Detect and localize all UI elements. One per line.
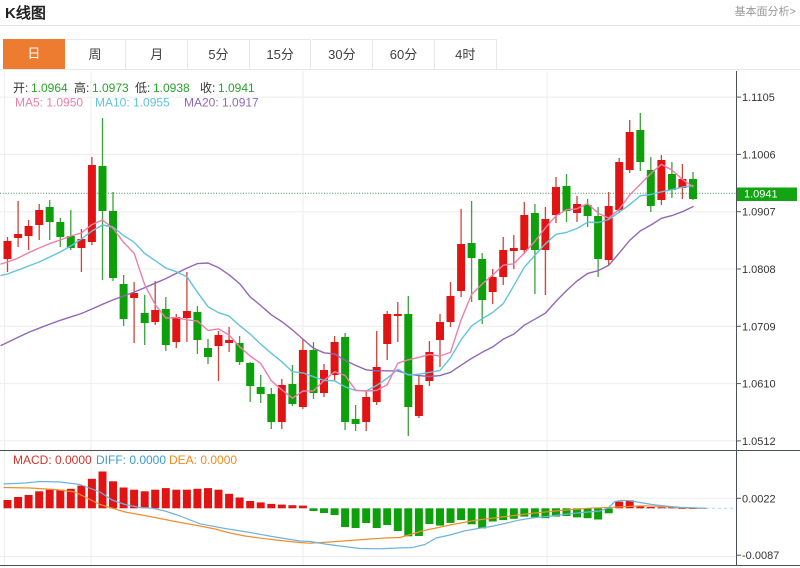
svg-text:1.0964: 1.0964: [31, 81, 68, 95]
svg-text:1.0808: 1.0808: [742, 264, 776, 276]
svg-text:低:: 低:: [135, 81, 150, 95]
svg-text:-0.0087: -0.0087: [742, 550, 779, 562]
svg-text:DIFF: 0.0000: DIFF: 0.0000: [96, 453, 166, 467]
svg-text:1.0941: 1.0941: [744, 189, 778, 201]
svg-text:DEA: 0.0000: DEA: 0.0000: [169, 453, 237, 467]
svg-text:开:: 开:: [13, 81, 28, 95]
svg-text:1.1006: 1.1006: [742, 149, 776, 161]
svg-text:0.0022: 0.0022: [742, 493, 776, 505]
svg-text:1.0907: 1.0907: [742, 207, 776, 219]
svg-text:MA5: 1.0950: MA5: 1.0950: [15, 96, 83, 110]
svg-text:1.0709: 1.0709: [742, 321, 776, 333]
svg-text:收:: 收:: [200, 81, 215, 95]
svg-text:1.0938: 1.0938: [153, 81, 190, 95]
svg-text:1.0512: 1.0512: [742, 436, 776, 448]
svg-text:1.0973: 1.0973: [92, 81, 129, 95]
svg-text:MACD: 0.0000: MACD: 0.0000: [13, 453, 92, 467]
svg-text:1.1105: 1.1105: [742, 92, 775, 104]
svg-text:MA10: 1.0955: MA10: 1.0955: [95, 96, 170, 110]
svg-text:高:: 高:: [74, 80, 89, 95]
svg-text:1.0610: 1.0610: [742, 379, 776, 391]
svg-text:1.0941: 1.0941: [218, 81, 255, 95]
svg-text:MA20: 1.0917: MA20: 1.0917: [184, 96, 259, 110]
